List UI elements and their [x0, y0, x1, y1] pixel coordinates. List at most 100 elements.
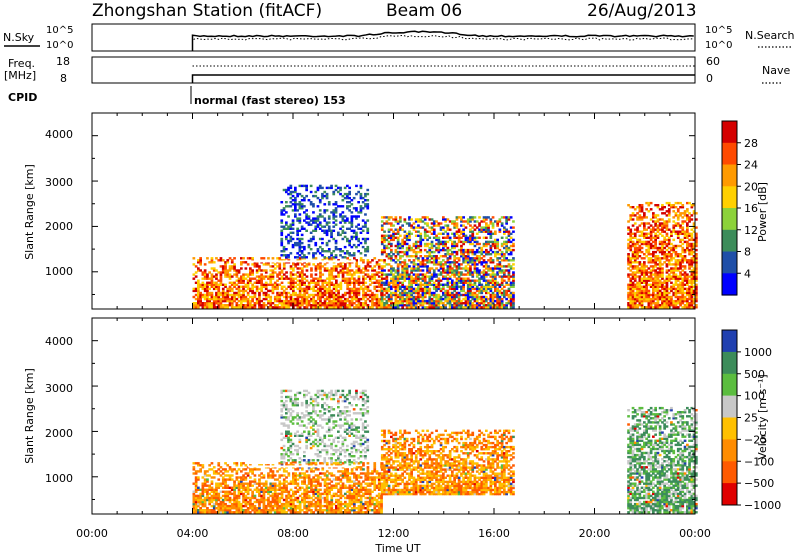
- power-cell: [355, 304, 358, 306]
- freq-trace: [193, 75, 696, 83]
- power-cell: [629, 249, 632, 251]
- power-cell: [404, 288, 407, 290]
- power-cell: [440, 273, 443, 275]
- date-label: 26/Aug/2013: [587, 1, 697, 21]
- power-cell: [328, 187, 331, 189]
- power-cell: [636, 304, 639, 306]
- power-cell: [648, 243, 651, 245]
- power-cell: [358, 275, 361, 277]
- power-cell: [410, 247, 413, 249]
- power-cell: [503, 243, 506, 245]
- power-cell: [249, 300, 252, 302]
- power-cell: [636, 216, 639, 218]
- power-cell: [303, 288, 306, 290]
- power-cell: [355, 280, 358, 282]
- power-cell: [395, 278, 398, 280]
- power-cell: [505, 290, 508, 292]
- power-cell: [344, 306, 347, 308]
- power-cell: [648, 222, 651, 224]
- power-cell: [317, 197, 320, 199]
- nave-tick-low: 0: [706, 72, 713, 85]
- power-cell: [465, 235, 468, 237]
- power-cell: [510, 292, 513, 294]
- power-cell: [469, 302, 472, 304]
- power-cell: [442, 241, 445, 243]
- power-cell: [283, 296, 286, 298]
- power-cell: [324, 263, 327, 265]
- power-cell: [317, 187, 320, 189]
- power-cell: [413, 243, 416, 245]
- power-cell: [272, 306, 275, 308]
- power-cell: [499, 253, 502, 255]
- power-cell: [371, 278, 374, 280]
- power-cell: [306, 269, 309, 271]
- power-cell: [238, 269, 241, 271]
- power-cell: [294, 256, 297, 258]
- power-cell: [404, 298, 407, 300]
- power-cell: [355, 292, 358, 294]
- power-cell: [510, 249, 513, 251]
- power-cell: [505, 306, 508, 308]
- power-cell: [303, 185, 306, 187]
- power-cell: [681, 229, 684, 231]
- power-cell: [510, 302, 513, 304]
- power-cell: [395, 245, 398, 247]
- power-cell: [435, 263, 438, 265]
- nave-tick-high: 60: [706, 55, 720, 68]
- power-cell: [654, 263, 657, 265]
- power-cell: [344, 282, 347, 284]
- power-cell: [487, 267, 490, 269]
- power-cell: [371, 302, 374, 304]
- power-cell: [238, 282, 241, 284]
- power-cell: [449, 237, 452, 239]
- power-cell: [280, 201, 283, 203]
- power-cell: [321, 193, 324, 195]
- power-cell: [294, 199, 297, 201]
- power-cell: [641, 263, 644, 265]
- power-cell: [342, 195, 345, 197]
- power-cell: [474, 298, 477, 300]
- power-cell: [641, 273, 644, 275]
- power-cell: [362, 259, 365, 261]
- power-cell: [648, 302, 651, 304]
- power-cell: [344, 263, 347, 265]
- power-cell: [460, 271, 463, 273]
- power-cell: [505, 292, 508, 294]
- power-cell: [422, 257, 425, 259]
- power-cell: [305, 221, 308, 223]
- velocity-cell: [222, 483, 225, 485]
- power-cell: [433, 263, 436, 265]
- power-cell: [634, 278, 637, 280]
- power-cell: [688, 249, 691, 251]
- velocity-cell: [202, 503, 205, 505]
- power-cell: [433, 220, 436, 222]
- power-cell: [496, 239, 499, 241]
- power-cell: [485, 296, 488, 298]
- power-cell: [197, 298, 200, 300]
- power-cell: [684, 233, 687, 235]
- power-cell: [339, 205, 342, 207]
- power-cell: [627, 226, 630, 228]
- power-cell: [267, 300, 270, 302]
- power-cell: [280, 209, 283, 211]
- power-cell: [435, 247, 438, 249]
- power-colorbar-swatch: [722, 230, 737, 252]
- power-cell: [395, 288, 398, 290]
- power-cell: [346, 250, 349, 252]
- power-cell: [292, 228, 295, 230]
- velocity-cell: [193, 483, 196, 485]
- power-cell: [406, 292, 409, 294]
- power-cell: [278, 284, 281, 286]
- power-cell: [476, 255, 479, 257]
- power-cell: [629, 214, 632, 216]
- power-cell: [474, 216, 477, 218]
- power-cell: [292, 292, 295, 294]
- power-cell: [458, 286, 461, 288]
- power-cell: [636, 253, 639, 255]
- power-cell: [193, 278, 196, 280]
- power-ytick-1000: 1000: [45, 265, 73, 278]
- velocity-cell: [226, 491, 229, 493]
- power-cell: [512, 273, 515, 275]
- power-cell: [371, 259, 374, 261]
- power-cell: [636, 257, 639, 259]
